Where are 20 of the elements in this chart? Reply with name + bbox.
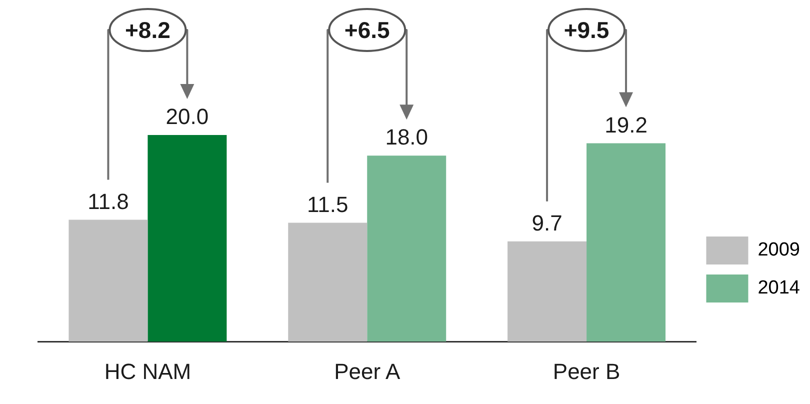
x-tick-label: Peer B <box>552 358 620 384</box>
data-label: 18.0 <box>385 124 428 150</box>
data-label: 11.5 <box>307 192 348 217</box>
legend-label: 2014 <box>758 278 800 299</box>
bar <box>367 156 446 342</box>
legend-label: 2009 <box>758 240 800 261</box>
data-label: 9.7 <box>532 210 562 236</box>
bar <box>508 241 587 342</box>
data-label: 11.8 <box>88 188 129 214</box>
data-label: 20.0 <box>166 104 209 130</box>
x-tick-label: HC NAM <box>104 358 192 384</box>
x-tick-label: Peer A <box>334 358 400 384</box>
bar <box>288 222 368 342</box>
data-label: 19.2 <box>604 112 648 138</box>
bar <box>148 135 227 342</box>
text: +8.2 <box>125 17 170 43</box>
bar <box>586 143 666 342</box>
bar <box>68 220 148 342</box>
text: +9.5 <box>564 17 610 43</box>
text: +6.5 <box>344 17 390 43</box>
